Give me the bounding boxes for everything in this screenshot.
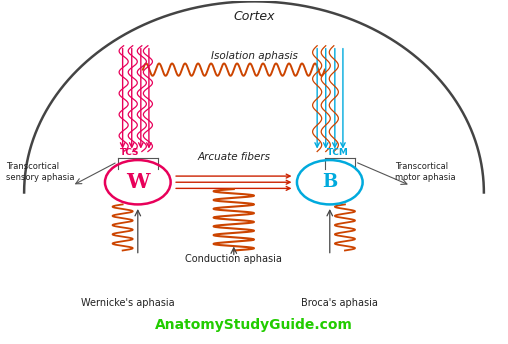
Text: TCS: TCS xyxy=(120,148,140,157)
Text: TCM: TCM xyxy=(327,148,349,157)
Text: Wernicke's aphasia: Wernicke's aphasia xyxy=(81,298,175,308)
Text: Conduction aphasia: Conduction aphasia xyxy=(185,254,282,264)
Text: Broca's aphasia: Broca's aphasia xyxy=(301,298,378,308)
Text: Arcuate fibers: Arcuate fibers xyxy=(197,152,270,162)
Text: AnatomyStudyGuide.com: AnatomyStudyGuide.com xyxy=(155,319,353,332)
Text: W: W xyxy=(126,172,149,192)
Text: Cortex: Cortex xyxy=(233,10,275,23)
Text: Transcortical
sensory aphasia: Transcortical sensory aphasia xyxy=(7,162,75,182)
Text: Transcortical
motor aphasia: Transcortical motor aphasia xyxy=(395,162,456,182)
Text: Isolation aphasis: Isolation aphasis xyxy=(210,51,298,61)
Text: B: B xyxy=(322,173,337,191)
